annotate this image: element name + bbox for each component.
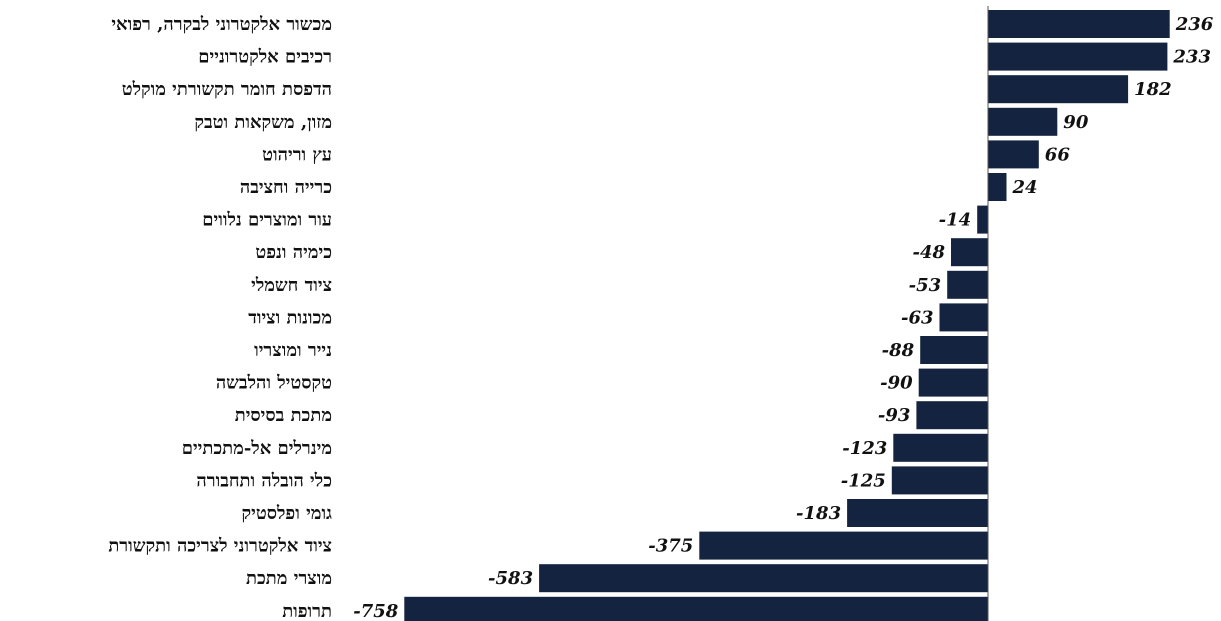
- category-label: טקסטיל והלבשה: [216, 373, 332, 394]
- category-labels-group: מכשור אלקטרוני לבקרה, רפואי רכיבים אלקטרו…: [108, 14, 332, 621]
- bar: [977, 205, 988, 234]
- bar: [988, 140, 1039, 169]
- category-label: עץ וריהוט: [262, 144, 332, 165]
- bar: [988, 107, 1058, 136]
- value-label: -48: [912, 242, 945, 263]
- category-label: כרייה וחציבה: [240, 177, 332, 198]
- category-label: כלי הובלה ותחבורה: [196, 470, 332, 491]
- value-label: -88: [882, 340, 915, 361]
- value-label: -14: [939, 210, 972, 231]
- value-label: -375: [648, 536, 693, 557]
- bar: [939, 303, 988, 332]
- bar: [988, 75, 1129, 104]
- category-label: מזון, משקאות וטבק: [194, 112, 332, 133]
- bar: [951, 238, 988, 267]
- value-label: -125: [841, 470, 886, 491]
- category-label: תרופות: [282, 601, 332, 621]
- bar: [847, 499, 988, 527]
- value-label: -93: [878, 405, 911, 426]
- value-label: -63: [901, 307, 934, 328]
- category-label: רכיבים אלקטרוניים: [198, 47, 332, 68]
- value-label: 236: [1175, 14, 1214, 35]
- category-label: מינרלים אל-מתכתיים: [182, 438, 332, 459]
- value-label: -583: [488, 568, 533, 589]
- value-label: 24: [1012, 177, 1038, 198]
- bar: [947, 270, 988, 299]
- category-label: הדפסת חומר תקשורתי מוקלט: [122, 79, 332, 100]
- bar: [988, 10, 1170, 38]
- value-label: 182: [1134, 79, 1172, 100]
- bar: [920, 336, 988, 364]
- value-label: 90: [1063, 112, 1089, 133]
- value-label: -758: [353, 601, 399, 621]
- bar: [916, 401, 988, 430]
- category-label: מתכת בסיסית: [235, 405, 332, 426]
- bar: [918, 368, 988, 397]
- bar: [699, 531, 989, 560]
- bar: [404, 596, 988, 621]
- bar: [988, 42, 1168, 71]
- value-label: -123: [842, 438, 887, 459]
- category-label: מכונות וציוד: [248, 307, 332, 328]
- category-label: כימיה ונפט: [255, 242, 332, 263]
- bar: [988, 173, 1007, 201]
- category-label: ציוד חשמלי: [251, 275, 332, 296]
- bar: [893, 433, 988, 462]
- value-label: -90: [880, 373, 913, 394]
- category-label: מוצרי מתכת: [246, 568, 332, 589]
- value-label: -53: [909, 275, 942, 296]
- category-label: עור ומוצרים נלווים: [202, 210, 332, 231]
- category-label: גומי ופלסטיק: [242, 503, 333, 524]
- bar: [539, 564, 988, 593]
- value-label: -183: [796, 503, 841, 524]
- value-label: 233: [1172, 47, 1211, 68]
- category-label: מכשור אלקטרוני לבקרה, רפואי: [111, 14, 332, 35]
- bar: [891, 466, 989, 495]
- value-label: 66: [1045, 144, 1071, 165]
- bars-group: [404, 10, 1170, 621]
- category-label: ציוד אלקטרוני לצריכה ותקשורת: [108, 536, 332, 557]
- category-label: נייר ומוצריו: [254, 340, 332, 361]
